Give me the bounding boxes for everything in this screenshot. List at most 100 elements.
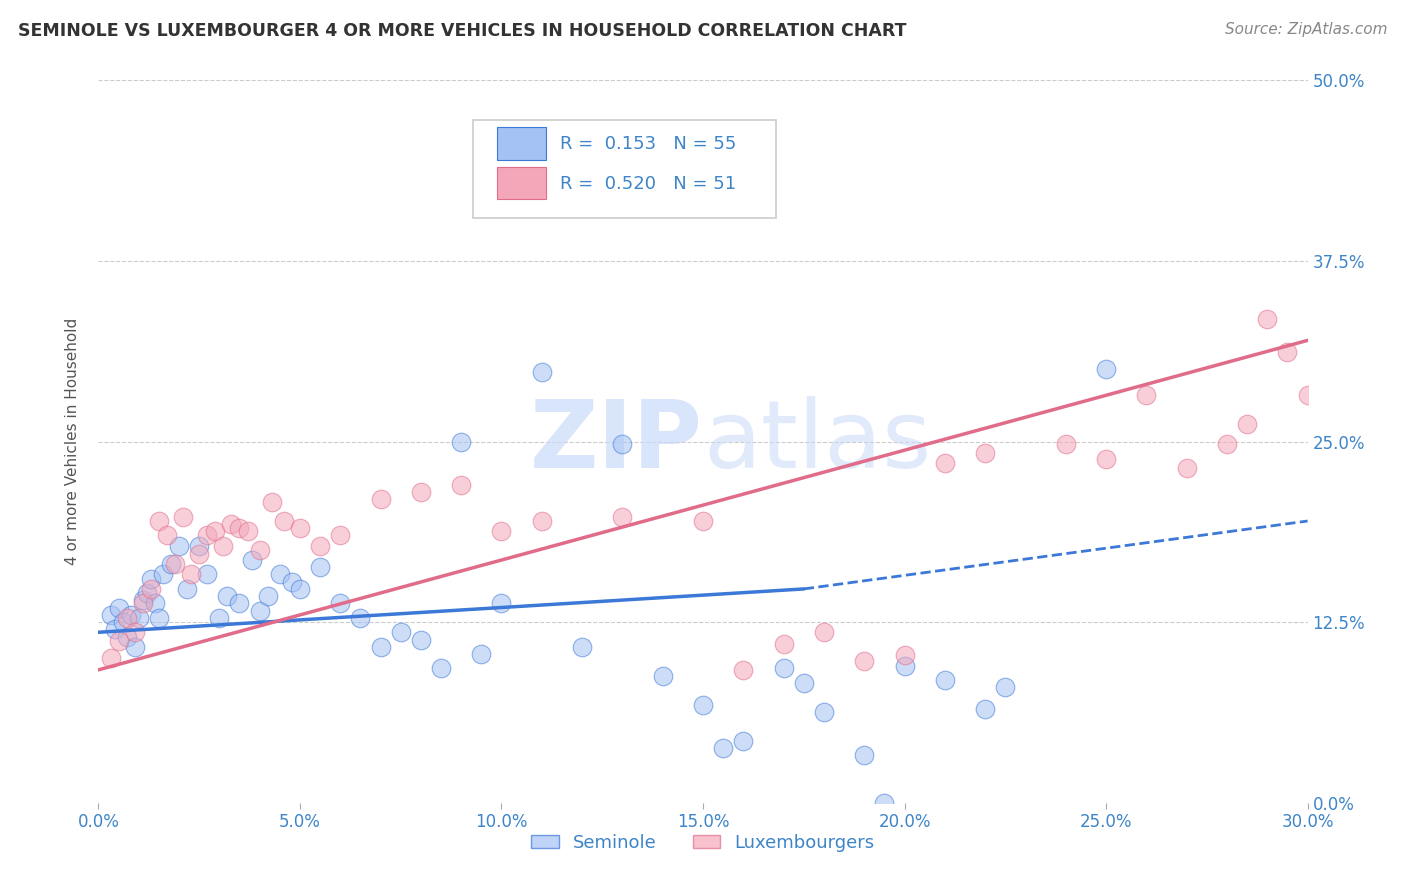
Point	[491, 596, 513, 610]
Point	[107, 600, 129, 615]
Point	[100, 651, 122, 665]
Point	[813, 705, 835, 719]
Point	[212, 539, 235, 553]
Point	[1236, 417, 1258, 432]
Point	[409, 632, 432, 647]
Point	[135, 586, 157, 600]
Point	[793, 676, 815, 690]
Point	[733, 733, 755, 747]
Point	[172, 509, 194, 524]
Point	[217, 589, 239, 603]
Text: Source: ZipAtlas.com: Source: ZipAtlas.com	[1225, 22, 1388, 37]
Point	[1316, 220, 1339, 235]
Point	[188, 547, 211, 561]
Point	[309, 539, 332, 553]
Point	[530, 365, 553, 379]
Point	[115, 611, 138, 625]
Legend: Seminole, Luxembourgers: Seminole, Luxembourgers	[524, 826, 882, 859]
Point	[409, 485, 432, 500]
Point	[309, 560, 332, 574]
Point	[228, 521, 250, 535]
Point	[208, 611, 231, 625]
Point	[612, 509, 634, 524]
Point	[176, 582, 198, 596]
Point	[281, 574, 304, 589]
Point	[470, 647, 492, 661]
Point	[1357, 131, 1379, 145]
Point	[160, 558, 183, 572]
Point	[1256, 311, 1278, 326]
Text: R =  0.153   N = 55: R = 0.153 N = 55	[561, 135, 737, 153]
Point	[139, 572, 162, 586]
Point	[772, 661, 794, 675]
Point	[430, 661, 453, 675]
Point	[152, 567, 174, 582]
Point	[273, 514, 295, 528]
Point	[873, 796, 896, 810]
Point	[772, 637, 794, 651]
Point	[994, 680, 1017, 694]
Point	[240, 553, 263, 567]
Point	[188, 539, 211, 553]
Point	[195, 528, 218, 542]
Point	[692, 514, 714, 528]
Point	[139, 582, 162, 596]
Point	[228, 596, 250, 610]
Point	[1135, 388, 1157, 402]
Point	[1277, 345, 1299, 359]
Point	[491, 524, 513, 538]
Text: ZIP: ZIP	[530, 395, 703, 488]
Point	[370, 640, 392, 654]
Text: atlas: atlas	[703, 395, 931, 488]
Point	[148, 611, 170, 625]
Point	[1376, 128, 1399, 143]
Point	[1095, 362, 1118, 376]
Bar	[498, 167, 546, 200]
Point	[167, 539, 190, 553]
Point	[148, 514, 170, 528]
Point	[128, 611, 150, 625]
Point	[612, 437, 634, 451]
Point	[813, 625, 835, 640]
FancyBboxPatch shape	[474, 120, 776, 218]
Point	[163, 558, 186, 572]
Point	[115, 630, 138, 644]
Point	[733, 663, 755, 677]
Point	[1296, 388, 1319, 402]
Point	[1054, 437, 1077, 451]
Point	[1095, 451, 1118, 466]
Point	[692, 698, 714, 712]
Point	[221, 516, 243, 531]
Point	[934, 456, 956, 470]
Point	[974, 702, 997, 716]
Point	[349, 611, 371, 625]
Point	[288, 521, 311, 535]
Point	[329, 596, 352, 610]
Point	[853, 654, 876, 668]
Text: SEMINOLE VS LUXEMBOURGER 4 OR MORE VEHICLES IN HOUSEHOLD CORRELATION CHART: SEMINOLE VS LUXEMBOURGER 4 OR MORE VEHIC…	[18, 22, 907, 40]
Point	[124, 625, 146, 640]
Point	[124, 640, 146, 654]
Bar	[498, 128, 546, 160]
Point	[260, 495, 283, 509]
Text: R =  0.520   N = 51: R = 0.520 N = 51	[561, 175, 737, 193]
Point	[853, 748, 876, 763]
Point	[893, 658, 915, 673]
Point	[1216, 437, 1239, 451]
Point	[934, 673, 956, 687]
Point	[329, 528, 352, 542]
Point	[100, 607, 122, 622]
Point	[370, 492, 392, 507]
Y-axis label: 4 or more Vehicles in Household: 4 or more Vehicles in Household	[65, 318, 80, 566]
Point	[450, 434, 472, 449]
Point	[450, 478, 472, 492]
Point	[180, 567, 202, 582]
Point	[571, 640, 593, 654]
Point	[249, 542, 271, 557]
Point	[132, 593, 155, 607]
Point	[204, 524, 226, 538]
Point	[389, 625, 412, 640]
Point	[143, 596, 166, 610]
Point	[111, 615, 134, 630]
Point	[249, 604, 271, 618]
